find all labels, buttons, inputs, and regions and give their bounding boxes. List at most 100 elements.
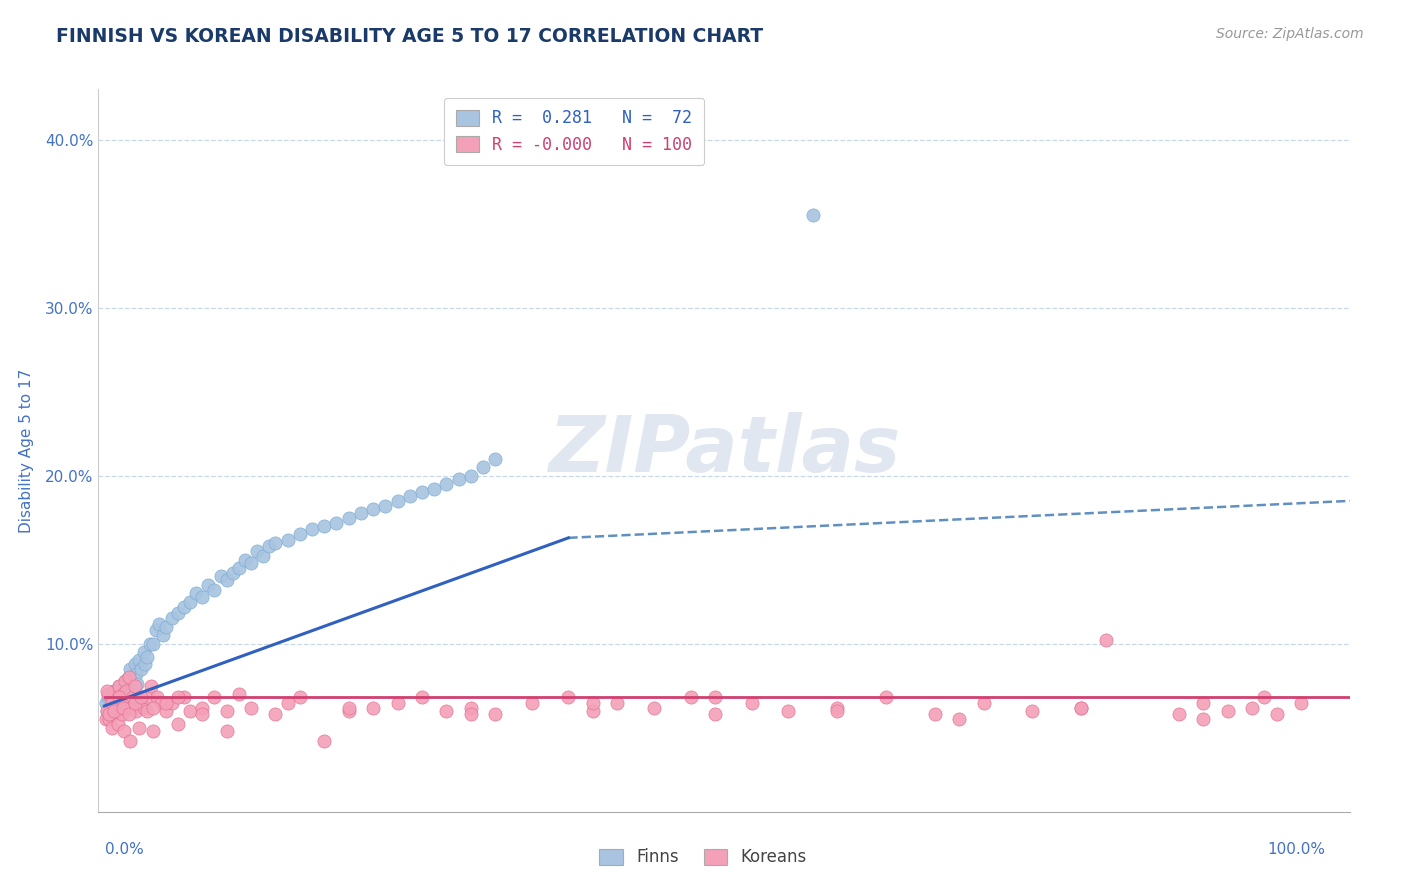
Point	[350, 506, 373, 520]
Point	[101, 696, 124, 710]
Point	[233, 552, 256, 566]
Point	[209, 569, 232, 583]
Point	[100, 690, 122, 705]
Point	[108, 690, 131, 705]
Point	[825, 700, 848, 714]
Point	[277, 533, 299, 547]
Point	[288, 527, 311, 541]
Point	[434, 704, 457, 718]
Point	[314, 519, 336, 533]
Point	[107, 717, 129, 731]
Point	[1070, 700, 1092, 714]
Point	[101, 707, 124, 722]
Point	[101, 700, 124, 714]
Point	[108, 679, 131, 693]
Point	[472, 460, 495, 475]
Point	[179, 595, 201, 609]
Point	[361, 502, 384, 516]
Point	[100, 687, 122, 701]
Point	[1289, 696, 1312, 710]
Y-axis label: Disability Age 5 to 17: Disability Age 5 to 17	[18, 368, 34, 533]
Point	[160, 611, 183, 625]
Point	[228, 687, 250, 701]
Point	[97, 687, 120, 701]
Point	[643, 700, 665, 714]
Point	[120, 662, 142, 676]
Point	[98, 712, 121, 726]
Point	[111, 687, 134, 701]
Point	[259, 539, 281, 553]
Point	[411, 485, 433, 500]
Point	[1265, 707, 1288, 722]
Point	[121, 690, 143, 705]
Point	[155, 696, 177, 710]
Point	[973, 696, 995, 710]
Point	[103, 683, 125, 698]
Point	[215, 724, 238, 739]
Point	[124, 696, 146, 710]
Point	[118, 670, 141, 684]
Point	[149, 696, 172, 710]
Point	[94, 712, 117, 726]
Point	[118, 707, 141, 722]
Point	[124, 679, 146, 693]
Point	[484, 707, 506, 722]
Point	[138, 637, 160, 651]
Point	[801, 208, 824, 222]
Point	[314, 734, 336, 748]
Point	[129, 690, 152, 705]
Point	[325, 516, 347, 530]
Point	[134, 657, 156, 671]
Point	[120, 700, 142, 714]
Point	[132, 645, 155, 659]
Point	[128, 721, 150, 735]
Point	[127, 677, 149, 691]
Text: ZIPatlas: ZIPatlas	[548, 412, 900, 489]
Point	[337, 510, 360, 524]
Point	[484, 451, 506, 466]
Point	[434, 477, 457, 491]
Point	[166, 690, 188, 705]
Point	[128, 653, 150, 667]
Point	[387, 494, 409, 508]
Point	[277, 696, 299, 710]
Point	[145, 624, 167, 638]
Point	[111, 687, 134, 701]
Point	[215, 573, 238, 587]
Point	[460, 468, 482, 483]
Point	[124, 657, 146, 671]
Point	[924, 707, 946, 722]
Text: FINNISH VS KOREAN DISABILITY AGE 5 TO 17 CORRELATION CHART: FINNISH VS KOREAN DISABILITY AGE 5 TO 17…	[56, 27, 763, 45]
Point	[142, 637, 165, 651]
Point	[107, 690, 129, 705]
Point	[148, 616, 170, 631]
Point	[1241, 700, 1264, 714]
Legend: Finns, Koreans: Finns, Koreans	[591, 840, 815, 875]
Point	[202, 582, 225, 597]
Point	[825, 704, 848, 718]
Point	[460, 707, 482, 722]
Point	[240, 700, 263, 714]
Point	[374, 499, 396, 513]
Point	[246, 544, 269, 558]
Point	[97, 690, 120, 705]
Point	[160, 696, 183, 710]
Point	[264, 707, 287, 722]
Point	[129, 696, 152, 710]
Point	[173, 690, 195, 705]
Point	[104, 696, 127, 710]
Point	[110, 700, 132, 714]
Point	[136, 704, 159, 718]
Point	[1094, 633, 1116, 648]
Point	[703, 690, 725, 705]
Point	[228, 561, 250, 575]
Point	[101, 707, 124, 722]
Point	[117, 696, 139, 710]
Point	[215, 704, 238, 718]
Point	[121, 687, 143, 701]
Point	[98, 712, 121, 726]
Point	[411, 690, 433, 705]
Point	[173, 599, 195, 614]
Point	[114, 673, 136, 688]
Point	[94, 696, 117, 710]
